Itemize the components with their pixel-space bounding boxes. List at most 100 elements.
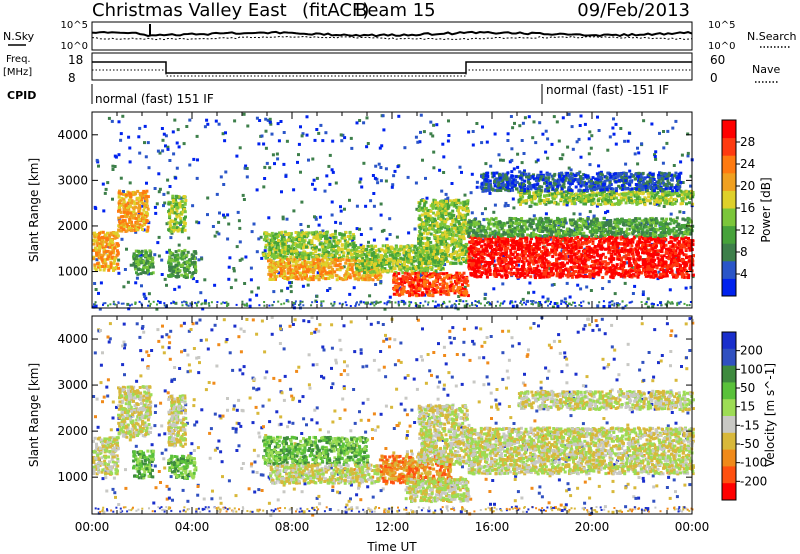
power-data-cell: [441, 285, 445, 289]
power-data-cell: [424, 287, 428, 291]
power-noise-cell: [245, 167, 249, 170]
power-data-cell: [465, 261, 468, 264]
power-data-cell: [129, 214, 133, 218]
power-data-cell: [145, 259, 149, 263]
power-noise-cell: [467, 130, 471, 134]
power-data-cell: [567, 272, 571, 276]
power-data-cell: [134, 221, 138, 224]
power-data-cell: [293, 256, 297, 259]
power-data-cell: [321, 234, 325, 238]
power-data-cell: [98, 231, 102, 235]
power-data-cell: [330, 245, 334, 248]
power-noise-cell: [442, 155, 446, 159]
power-data-cell: [136, 272, 140, 276]
power-data-cell: [302, 267, 306, 271]
power-data-cell: [334, 235, 338, 239]
power-data-cell: [126, 193, 130, 197]
power-data-cell: [457, 249, 461, 253]
power-data-cell: [451, 289, 455, 293]
power-noise-cell: [588, 210, 592, 214]
power-data-cell: [525, 259, 529, 263]
power-data-cell: [181, 205, 185, 209]
power-data-cell: [346, 243, 350, 247]
power-data-cell: [346, 275, 350, 279]
power-data-cell: [295, 270, 299, 274]
power-noise-cell: [403, 146, 407, 150]
power-ground-cell: [611, 303, 614, 306]
power-data-cell: [265, 236, 269, 240]
power-data-cell: [421, 271, 425, 275]
power-data-cell: [126, 206, 129, 209]
power-noise-cell: [165, 283, 168, 287]
power-data-cell: [310, 231, 314, 235]
power-noise-cell: [446, 196, 450, 200]
power-data-cell: [296, 232, 300, 236]
power-data-cell: [450, 216, 454, 220]
power-data-cell: [419, 257, 423, 261]
power-data-cell: [427, 261, 431, 265]
power-noise-cell: [205, 118, 209, 122]
power-data-cell: [420, 278, 424, 282]
power-data-cell: [298, 245, 302, 249]
power-ground-cell: [525, 303, 527, 306]
power-ground-cell: [477, 300, 480, 303]
power-data-cell: [395, 279, 399, 283]
power-data-cell: [349, 263, 353, 267]
power-noise-cell: [444, 198, 448, 202]
power-data-cell: [431, 206, 435, 210]
power-noise-cell: [257, 142, 261, 146]
power-data-cell: [420, 266, 424, 270]
power-noise-cell: [668, 288, 672, 292]
power-data-cell: [395, 289, 399, 293]
power-noise-cell: [95, 158, 99, 162]
power-noise-cell: [527, 115, 531, 119]
power-data-cell: [366, 244, 370, 248]
power-data-cell: [116, 234, 120, 238]
power-data-cell: [285, 264, 289, 268]
power-noise-cell: [506, 139, 510, 142]
power-data-cell: [141, 202, 145, 206]
power-noise-cell: [656, 277, 660, 281]
power-data-cell: [350, 248, 354, 252]
power-ground-cell: [349, 305, 352, 307]
power-data-cell: [428, 282, 432, 286]
power-ground-cell: [434, 300, 437, 303]
power-noise-cell: [359, 243, 363, 247]
power-noise-cell: [541, 132, 545, 136]
power-noise-cell: [284, 174, 288, 178]
power-noise-cell: [222, 213, 225, 217]
power-noise-cell: [504, 201, 508, 205]
cpid-label: CPID: [7, 89, 36, 102]
power-ground-cell: [537, 302, 540, 304]
power-noise-cell: [119, 138, 123, 142]
power-noise-cell: [138, 126, 142, 130]
power-data-cell: [347, 258, 351, 262]
power-noise-cell: [585, 220, 589, 224]
power-data-cell: [439, 226, 443, 230]
power-data-cell: [407, 248, 411, 252]
power-data-cell: [311, 278, 315, 282]
power-noise-cell: [155, 307, 159, 311]
power-data-cell: [351, 271, 355, 275]
power-data-cell: [378, 249, 382, 253]
power-data-cell: [459, 285, 462, 289]
power-data-cell: [168, 258, 172, 262]
power-data-cell: [136, 189, 140, 193]
power-data-cell: [345, 254, 349, 258]
power-noise-cell: [260, 134, 264, 138]
power-data-cell: [281, 251, 284, 255]
power-data-cell: [359, 246, 363, 250]
power-data-cell: [455, 205, 459, 209]
power-data-cell: [275, 246, 279, 250]
power-noise-cell: [458, 165, 462, 169]
power-data-cell: [286, 271, 290, 275]
power-noise-cell: [568, 295, 572, 299]
power-data-cell: [438, 276, 442, 280]
power-data-cell: [108, 257, 112, 261]
power-data-cell: [445, 275, 449, 279]
power-ground-cell: [210, 301, 213, 304]
power-noise-cell: [243, 166, 247, 170]
power-noise-cell: [142, 292, 146, 296]
power-noise-cell: [255, 188, 259, 192]
power-data-cell: [352, 235, 356, 239]
